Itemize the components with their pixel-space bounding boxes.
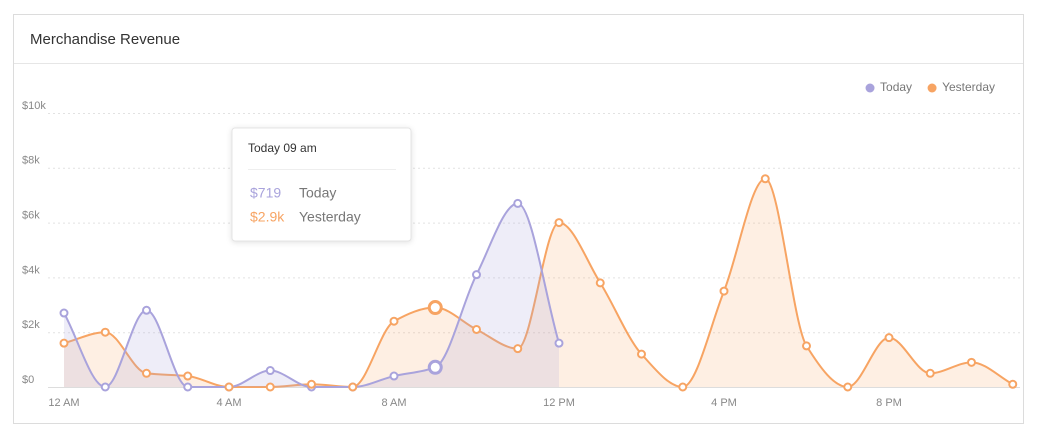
point bbox=[59, 338, 69, 348]
point bbox=[595, 278, 605, 288]
point bbox=[307, 379, 316, 389]
point bbox=[637, 349, 646, 359]
x-tick-label: 12 PM bbox=[543, 397, 575, 409]
point bbox=[265, 366, 275, 376]
legend-swatch bbox=[865, 83, 875, 93]
point bbox=[183, 371, 193, 381]
y-tick-label: $4k bbox=[22, 264, 40, 276]
y-tick-label: $6k bbox=[22, 210, 40, 222]
point bbox=[183, 382, 193, 392]
card bbox=[13, 14, 1024, 424]
legend-swatch bbox=[927, 83, 937, 93]
y-tick-label: $2k bbox=[22, 319, 40, 331]
point bbox=[389, 316, 399, 326]
point bbox=[224, 382, 234, 392]
point bbox=[265, 382, 275, 392]
point bbox=[843, 382, 853, 392]
point bbox=[472, 270, 481, 280]
point bbox=[142, 368, 151, 378]
point bbox=[472, 324, 481, 334]
point bbox=[100, 382, 110, 392]
chart-title: Merchandise Revenue bbox=[30, 31, 180, 48]
x-tick-label: 12 AM bbox=[48, 397, 79, 409]
area bbox=[64, 178, 1013, 387]
point bbox=[678, 382, 688, 392]
tooltip-title: Today 09 am bbox=[248, 141, 317, 155]
point bbox=[427, 300, 443, 316]
y-tick-label: $8k bbox=[22, 155, 40, 167]
x-tick-label: 8 PM bbox=[876, 397, 902, 409]
tooltip-series: Yesterday bbox=[299, 209, 361, 225]
point bbox=[513, 198, 523, 208]
point bbox=[142, 305, 151, 315]
x-tick-label: 4 AM bbox=[216, 397, 241, 409]
point bbox=[427, 359, 443, 375]
point bbox=[802, 341, 811, 351]
tooltip: Today 09 am $719 Today $2.9k Yesterday bbox=[231, 127, 412, 242]
legend-label: Yesterday bbox=[942, 80, 995, 94]
point bbox=[348, 382, 358, 392]
tooltip-series: Today bbox=[299, 185, 336, 201]
point bbox=[554, 218, 564, 228]
tooltip-value: $2.9k bbox=[250, 209, 285, 225]
point bbox=[925, 368, 935, 378]
point bbox=[760, 174, 770, 184]
point bbox=[100, 327, 110, 337]
point bbox=[719, 286, 729, 296]
x-tick-label: 4 PM bbox=[711, 397, 737, 409]
point bbox=[1008, 379, 1018, 389]
point bbox=[884, 333, 894, 343]
x-tick-label: 8 AM bbox=[381, 397, 406, 409]
legend-label: Today bbox=[880, 80, 912, 94]
point bbox=[554, 338, 564, 348]
tooltip-box bbox=[231, 127, 412, 242]
point bbox=[967, 357, 976, 367]
area bbox=[64, 203, 559, 387]
point bbox=[389, 371, 399, 381]
tooltip-value: $719 bbox=[250, 185, 281, 201]
y-tick-label: $10k bbox=[22, 100, 46, 112]
point bbox=[513, 344, 523, 354]
point bbox=[59, 308, 69, 318]
y-tick-label: $0 bbox=[22, 374, 34, 386]
